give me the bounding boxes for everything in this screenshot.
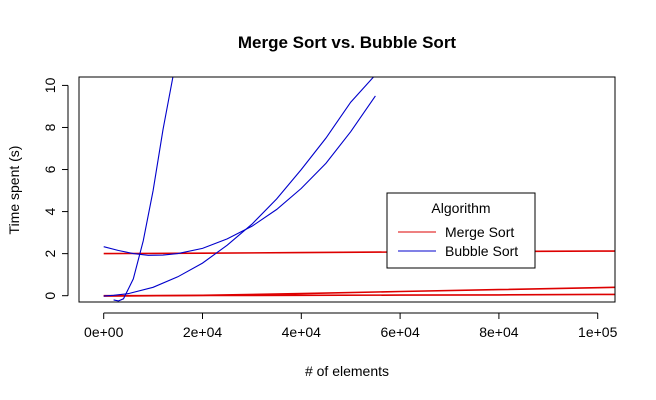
y-tick-label: 6: [42, 165, 58, 173]
legend-label-merge-sort: Merge Sort: [445, 224, 514, 240]
series-layer: [103, 77, 615, 302]
x-tick-label: 6e+04: [380, 324, 420, 340]
y-tick-label: 4: [42, 207, 58, 215]
series-line-bubble-sort-5: [113, 77, 174, 302]
series-line-bubble-sort-4: [103, 77, 386, 297]
x-tick-label: 8e+04: [479, 324, 519, 340]
x-axis-label: # of elements: [305, 363, 389, 379]
legend-label-bubble-sort: Bubble Sort: [445, 243, 518, 259]
x-axis: 0e+00 2e+04 4e+04 6e+04 8e+04 1e+05: [84, 312, 618, 340]
x-tick-label: 1e+05: [578, 324, 618, 340]
y-tick-label: 2: [42, 250, 58, 258]
legend-box: [386, 192, 536, 269]
legend-title: Algorithm: [431, 200, 490, 216]
x-tick-label: 0e+00: [84, 324, 124, 340]
x-tick-label: 4e+04: [282, 324, 322, 340]
y-axis-label: Time spent (s): [6, 146, 22, 235]
series-line-bubble-sort-3: [103, 95, 376, 256]
series-line-merge-sort-2: [103, 293, 615, 297]
y-tick-label: 0: [42, 292, 58, 300]
y-tick-label: 8: [42, 123, 58, 131]
legend: Algorithm Merge Sort Bubble Sort: [386, 192, 536, 269]
y-axis: 0 2 4 6 8 10: [42, 77, 69, 300]
plot-frame: [78, 76, 616, 303]
y-tick-label: 10: [42, 77, 58, 93]
chart-title: Merge Sort vs. Bubble Sort: [238, 33, 457, 52]
x-tick-label: 2e+04: [183, 324, 223, 340]
